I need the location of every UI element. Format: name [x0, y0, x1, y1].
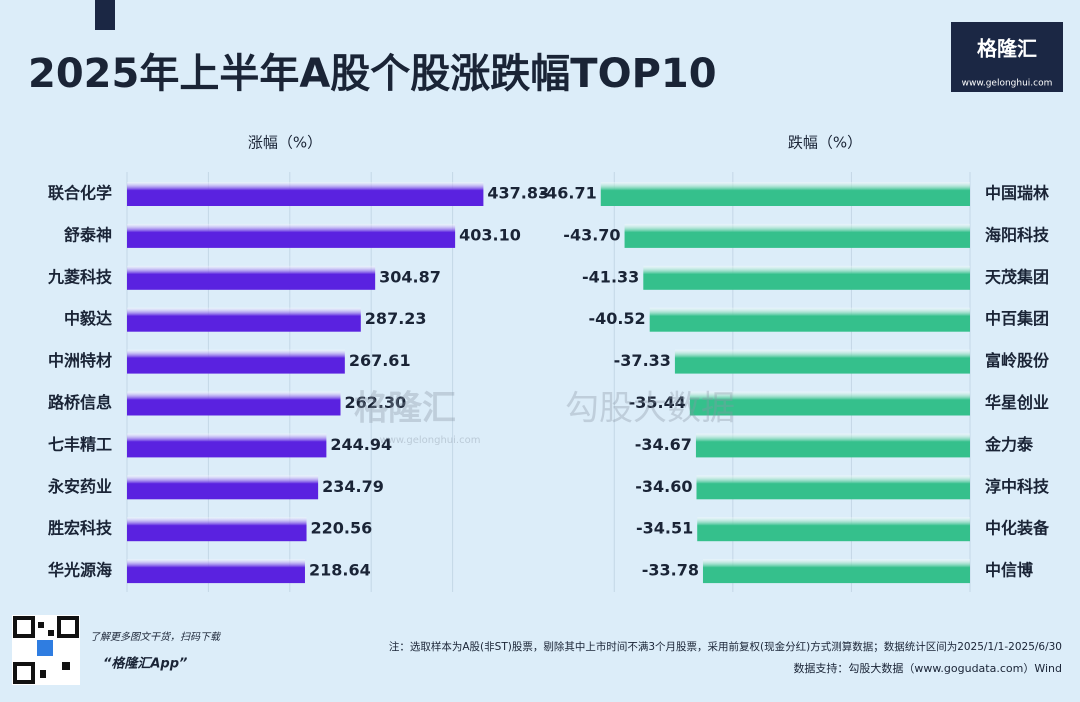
logo-box	[951, 22, 1063, 92]
category-label: 中化装备	[985, 519, 1050, 538]
value-label: -40.52	[588, 309, 645, 328]
watermark-source: 勾股大数据	[565, 389, 735, 429]
watermark-brand: 格隆汇	[354, 389, 456, 429]
bar	[600, 182, 970, 206]
source: 数据支持：勾股大数据（www.gogudata.com）Wind	[793, 661, 1062, 675]
watermark-url: www.gelonghui.com	[380, 435, 481, 446]
bar	[127, 349, 345, 374]
app-name: “格隆汇App”	[103, 656, 187, 672]
value-label: -33.78	[642, 561, 699, 580]
bar	[127, 559, 305, 584]
logo-url: www.gelonghui.com	[962, 79, 1053, 89]
value-label: -34.51	[636, 519, 693, 538]
bar	[127, 223, 456, 248]
axis-label: 跌幅（%）	[788, 134, 862, 152]
bar	[643, 265, 970, 290]
category-label: 中洲特材	[48, 351, 112, 370]
category-label: 九菱科技	[47, 267, 113, 286]
value-label: 403.10	[459, 225, 521, 244]
category-label: 永安药业	[47, 477, 112, 496]
bar	[127, 182, 484, 206]
title: 2025年上半年A股个股涨跌幅TOP10	[28, 51, 717, 97]
value-label: 262.30	[345, 393, 407, 412]
bar	[624, 223, 970, 248]
value-label: 437.83	[487, 184, 549, 203]
category-label: 路桥信息	[48, 393, 112, 412]
bar	[649, 307, 970, 332]
category-label: 富岭股份	[985, 351, 1050, 370]
category-label: 胜宏科技	[48, 519, 113, 538]
category-label: 淳中科技	[985, 477, 1050, 496]
category-label: 海阳科技	[985, 225, 1050, 244]
value-label: -34.60	[635, 477, 692, 496]
category-label: 联合化学	[48, 184, 112, 203]
category-label: 舒泰神	[64, 225, 112, 244]
category-label: 金力泰	[984, 435, 1034, 454]
value-label: 244.94	[330, 435, 392, 454]
bar	[127, 265, 376, 290]
bar	[127, 391, 341, 416]
bar	[697, 517, 970, 542]
value-label: -41.33	[582, 267, 639, 286]
value-label: 287.23	[365, 309, 427, 328]
value-label: -46.71	[540, 184, 597, 203]
category-label: 华光源海	[48, 561, 112, 580]
plots: 涨幅（%） 联合化学 437.83 舒泰神 403.10 九菱科技 304.87 中毅达 287…	[47, 134, 1050, 592]
category-label: 七丰精工	[48, 435, 112, 454]
category-label: 中信博	[985, 561, 1033, 580]
qr-caption: 了解更多图文干货，扫码下载	[90, 631, 222, 643]
bar	[696, 475, 970, 500]
category-label: 天茂集团	[985, 267, 1049, 286]
bar	[689, 391, 970, 416]
value-label: -34.67	[635, 435, 692, 454]
value-label: 267.61	[349, 351, 411, 370]
category-label: 华星创业	[985, 393, 1049, 412]
value-label: -37.33	[614, 351, 671, 370]
category-label: 中国瑞林	[985, 184, 1049, 203]
category-label: 中百集团	[985, 309, 1049, 328]
bar	[127, 475, 319, 500]
value-label: 304.87	[379, 267, 441, 286]
bar	[702, 559, 970, 584]
bar	[674, 349, 970, 374]
category-label: 中毅达	[64, 309, 112, 328]
bar	[695, 433, 970, 458]
axis-label: 涨幅（%）	[248, 134, 322, 152]
qr-code	[12, 615, 80, 685]
value-label: 220.56	[311, 519, 373, 538]
value-label: 234.79	[322, 477, 384, 496]
bar	[127, 307, 361, 332]
bar	[127, 433, 327, 458]
bar	[127, 517, 307, 542]
corner-block	[95, 0, 115, 30]
value-label: 218.64	[309, 561, 371, 580]
value-label: -43.70	[563, 225, 620, 244]
logo: 格隆汇	[977, 37, 1037, 61]
value-label: -35.44	[629, 393, 686, 412]
note: 注：选取样本为A股(非ST)股票，剔除其中上市时间不满3个月股票，采用前复权(现…	[389, 640, 1062, 653]
